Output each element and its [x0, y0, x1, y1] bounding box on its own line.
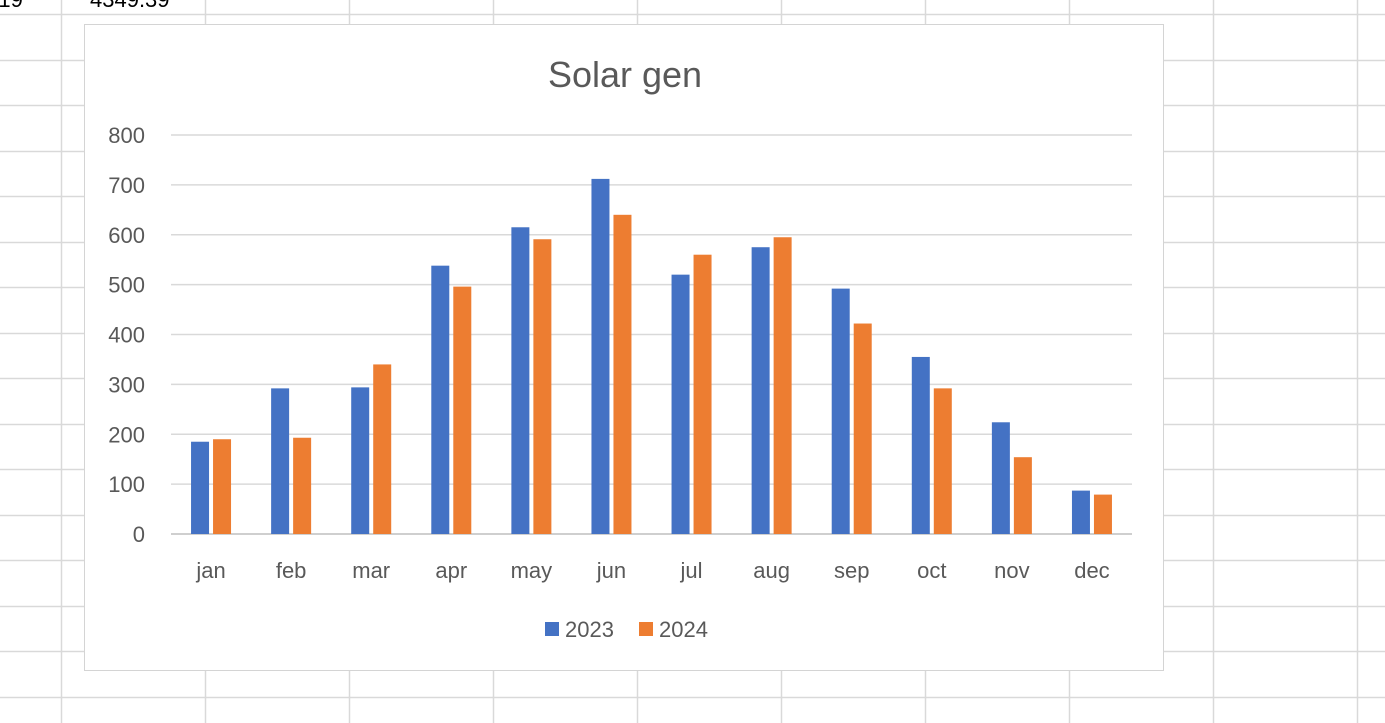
legend-swatch: [545, 622, 559, 636]
y-tick-label: 700: [108, 173, 145, 198]
x-tick-label: dec: [1074, 558, 1109, 583]
chart-area[interactable]: Solar gen 0 100 200 300 400 500 600 700 800 jan f…: [84, 24, 1164, 671]
x-tick-label: apr: [435, 558, 467, 583]
bar-2023-oct[interactable]: [911, 356, 930, 534]
x-axis-tick-labels: jan feb mar apr may jun jul aug sep oct nov dec: [195, 558, 1109, 583]
bar-2024-may[interactable]: [533, 239, 552, 534]
bars: [191, 178, 1112, 535]
y-tick-label: 100: [108, 472, 145, 497]
y-tick-label: 300: [108, 372, 145, 397]
cell-value-left[interactable]: 3.19: [0, 0, 23, 12]
bar-2023-nov[interactable]: [991, 422, 1010, 534]
bar-2024-jan[interactable]: [213, 439, 232, 534]
bar-2024-jul[interactable]: [693, 254, 712, 534]
bar-2023-may[interactable]: [511, 227, 530, 535]
x-tick-label: jun: [596, 558, 626, 583]
bar-2024-feb[interactable]: [293, 437, 312, 534]
y-tick-label: 600: [108, 223, 145, 248]
column-chart: Solar gen 0 100 200 300 400 500 600 700 800 jan f…: [108, 54, 1132, 642]
x-tick-label: jul: [680, 558, 703, 583]
bar-2023-sep[interactable]: [831, 288, 850, 534]
legend[interactable]: 2023 2024: [545, 617, 708, 642]
x-tick-label: nov: [994, 558, 1029, 583]
bar-2023-dec[interactable]: [1071, 490, 1090, 534]
y-tick-label: 200: [108, 422, 145, 447]
bar-2024-jun[interactable]: [613, 214, 632, 535]
y-tick-label: 0: [133, 522, 145, 547]
y-tick-label: 800: [108, 123, 145, 148]
y-axis-tick-labels: 0 100 200 300 400 500 600 700 800: [108, 123, 145, 547]
bar-2024-sep[interactable]: [853, 323, 872, 534]
bar-2023-mar[interactable]: [351, 387, 370, 534]
bar-2023-apr[interactable]: [431, 265, 450, 534]
chart-title[interactable]: Solar gen: [548, 54, 702, 95]
y-tick-label: 500: [108, 273, 145, 298]
bar-2023-jun[interactable]: [591, 178, 610, 534]
y-tick-label: 400: [108, 323, 145, 348]
bar-2024-mar[interactable]: [373, 364, 392, 534]
x-tick-label: mar: [352, 558, 390, 583]
bar-2024-nov[interactable]: [1013, 457, 1032, 534]
legend-swatch: [639, 622, 653, 636]
bar-2024-dec[interactable]: [1093, 494, 1112, 534]
bar-2023-feb[interactable]: [271, 388, 290, 534]
gridlines: [171, 134, 1132, 535]
bar-2023-aug[interactable]: [751, 247, 770, 534]
bar-2024-oct[interactable]: [933, 388, 952, 534]
legend-label: 2024: [659, 617, 708, 642]
bar-2024-apr[interactable]: [453, 286, 472, 534]
x-tick-label: sep: [834, 558, 869, 583]
x-tick-label: aug: [753, 558, 790, 583]
cell-value-right[interactable]: 4349.39: [90, 0, 170, 12]
bar-2023-jan[interactable]: [191, 441, 210, 534]
bar-2023-jul[interactable]: [671, 274, 690, 534]
legend-label: 2023: [565, 617, 614, 642]
x-tick-label: oct: [917, 558, 946, 583]
x-tick-label: feb: [276, 558, 307, 583]
x-tick-label: jan: [195, 558, 225, 583]
x-tick-label: may: [511, 558, 553, 583]
bar-2024-aug[interactable]: [773, 237, 792, 534]
